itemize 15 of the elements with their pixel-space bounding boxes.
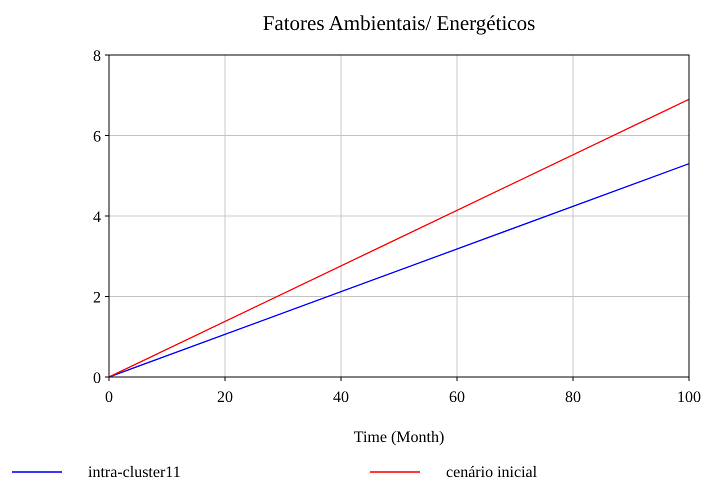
- y-tick-label: 4: [93, 209, 101, 226]
- y-tick-label: 8: [93, 48, 101, 65]
- x-tick-label: 100: [677, 389, 701, 406]
- legend-label: cenário inicial: [446, 464, 538, 481]
- x-tick-label: 40: [333, 389, 349, 406]
- y-tick-label: 0: [93, 370, 101, 387]
- chart-title: Fatores Ambientais/ Energéticos: [262, 11, 536, 35]
- x-tick-label: 60: [449, 389, 465, 406]
- x-tick-label: 80: [565, 389, 581, 406]
- y-tick-label: 6: [93, 128, 101, 146]
- x-tick-label: 20: [217, 389, 233, 406]
- y-tick-label: 2: [93, 290, 101, 306]
- legend-label: intra-cluster11: [88, 464, 181, 481]
- x-tick-label: 0: [105, 389, 113, 406]
- x-axis-title: Time (Month): [354, 429, 444, 446]
